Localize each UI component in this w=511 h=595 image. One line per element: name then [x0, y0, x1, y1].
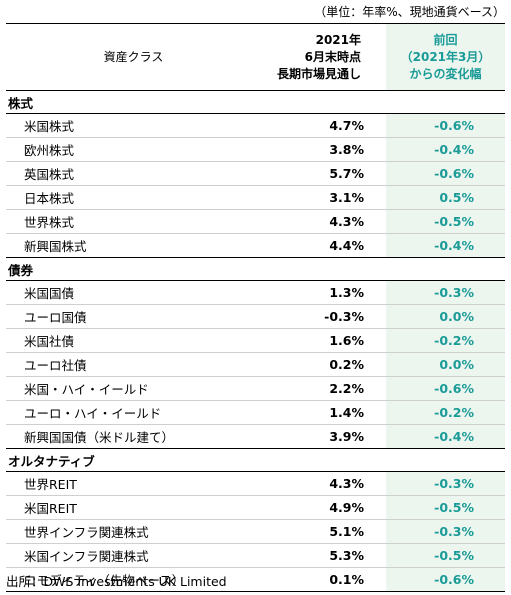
- change-value: -0.2%: [386, 400, 505, 425]
- asset-name: 欧州株式: [6, 137, 261, 162]
- table-row: 米国・ハイ・イールド 2.2% -0.6%: [6, 376, 505, 401]
- change-value: 0.0%: [386, 352, 505, 377]
- section-header: オルタナティブ: [6, 448, 505, 472]
- asset-name: 世界インフラ関連株式: [6, 519, 261, 544]
- projection-value: 4.9%: [261, 495, 386, 520]
- projection-value: 3.9%: [261, 424, 386, 449]
- section-name: 債券: [6, 257, 505, 281]
- projection-value: 3.8%: [261, 137, 386, 162]
- asset-name: 英国株式: [6, 161, 261, 186]
- projection-value: 2.2%: [261, 376, 386, 401]
- projection-value: 1.4%: [261, 400, 386, 425]
- asset-name: コモディティ（先物ベース）: [6, 567, 261, 592]
- projection-value: 0.1%: [261, 567, 386, 592]
- table-row: 世界インフラ関連株式 5.1% -0.3%: [6, 519, 505, 544]
- projection-value: 5.7%: [261, 161, 386, 186]
- asset-name: 米国株式: [6, 113, 261, 138]
- projection-value: 4.3%: [261, 471, 386, 496]
- projection-value: 4.4%: [261, 233, 386, 258]
- change-value: -0.5%: [386, 209, 505, 234]
- change-value: -0.5%: [386, 543, 505, 568]
- table-row: 米国株式 4.7% -0.6%: [6, 113, 505, 138]
- change-value: -0.4%: [386, 424, 505, 449]
- table-row: 英国株式 5.7% -0.6%: [6, 161, 505, 186]
- table-row: 米国社債 1.6% -0.2%: [6, 328, 505, 353]
- asset-name: ユーロ国債: [6, 304, 261, 329]
- section-name: 株式: [6, 90, 505, 114]
- outlook-table: 資産クラス 2021年 6月末時点 長期市場見通し 前回 （2021年3月） か…: [6, 23, 505, 592]
- asset-name: 世界株式: [6, 209, 261, 234]
- table-row: 欧州株式 3.8% -0.4%: [6, 137, 505, 162]
- projection-value: 5.3%: [261, 543, 386, 568]
- asset-name: 日本株式: [6, 185, 261, 210]
- header-change-line: からの変化幅: [409, 66, 482, 81]
- header-projection-line: 2021年: [315, 32, 361, 47]
- table-header: 資産クラス 2021年 6月末時点 長期市場見通し 前回 （2021年3月） か…: [6, 23, 505, 91]
- change-value: -0.6%: [386, 113, 505, 138]
- header-projection-line: 6月末時点: [304, 49, 361, 64]
- projection-value: 1.6%: [261, 328, 386, 353]
- asset-name: 米国・ハイ・イールド: [6, 376, 261, 401]
- table-row: 日本株式 3.1% 0.5%: [6, 185, 505, 210]
- header-change: 前回 （2021年3月） からの変化幅: [386, 23, 505, 91]
- projection-value: 5.1%: [261, 519, 386, 544]
- change-value: 0.5%: [386, 185, 505, 210]
- asset-name: 世界REIT: [6, 471, 261, 496]
- asset-name: 米国REIT: [6, 495, 261, 520]
- table-row: 世界REIT 4.3% -0.3%: [6, 471, 505, 496]
- header-projection-line: 長期市場見通し: [276, 66, 361, 81]
- asset-name: 米国インフラ関連株式: [6, 543, 261, 568]
- asset-name: 新興国国債（米ドル建て）: [6, 424, 261, 449]
- source-note: 出所：DWS Investments UK Limited: [6, 574, 227, 589]
- table-row: ユーロ社債 0.2% 0.0%: [6, 352, 505, 377]
- section-header: 債券: [6, 257, 505, 281]
- projection-value: 4.3%: [261, 209, 386, 234]
- change-value: -0.6%: [386, 567, 505, 592]
- asset-name: ユーロ・ハイ・イールド: [6, 400, 261, 425]
- projection-value: 3.1%: [261, 185, 386, 210]
- change-value: 0.0%: [386, 304, 505, 329]
- change-value: -0.3%: [386, 471, 505, 496]
- table-row: 米国インフラ関連株式 5.3% -0.5%: [6, 543, 505, 568]
- asset-name: 新興国株式: [6, 233, 261, 258]
- change-value: -0.6%: [386, 376, 505, 401]
- change-value: -0.4%: [386, 233, 505, 258]
- projection-value: 1.3%: [261, 280, 386, 305]
- projection-value: 4.7%: [261, 113, 386, 138]
- table-row: 米国REIT 4.9% -0.5%: [6, 495, 505, 520]
- table-row: ユーロ国債 -0.3% 0.0%: [6, 304, 505, 329]
- table-body: 株式 米国株式 4.7% -0.6% 欧州株式 3.8% -0.4% 英国株式 5.7% -0.6…: [6, 90, 505, 592]
- table-row: 新興国国債（米ドル建て） 3.9% -0.4%: [6, 424, 505, 449]
- change-value: -0.5%: [386, 495, 505, 520]
- change-value: -0.2%: [386, 328, 505, 353]
- projection-value: 0.2%: [261, 352, 386, 377]
- header-asset-class: 資産クラス: [6, 23, 261, 91]
- asset-name: ユーロ社債: [6, 352, 261, 377]
- table-row: ユーロ・ハイ・イールド 1.4% -0.2%: [6, 400, 505, 425]
- table-row: 世界株式 4.3% -0.5%: [6, 209, 505, 234]
- change-value: -0.3%: [386, 519, 505, 544]
- change-value: -0.4%: [386, 137, 505, 162]
- asset-name: 米国国債: [6, 280, 261, 305]
- asset-name: 米国社債: [6, 328, 261, 353]
- unit-note: （単位：年率%、現地通貨ベース）: [314, 5, 505, 19]
- change-value: -0.3%: [386, 280, 505, 305]
- header-change-line: 前回: [433, 32, 458, 47]
- header-projection: 2021年 6月末時点 長期市場見通し: [261, 23, 386, 91]
- projection-value: -0.3%: [261, 304, 386, 329]
- change-value: -0.6%: [386, 161, 505, 186]
- header-change-line: （2021年3月）: [400, 49, 491, 64]
- section-name: オルタナティブ: [6, 448, 505, 472]
- table-row: 米国国債 1.3% -0.3%: [6, 280, 505, 305]
- table-row: 新興国株式 4.4% -0.4%: [6, 233, 505, 258]
- table-row: コモディティ（先物ベース） 0.1% -0.6%: [6, 567, 505, 592]
- section-header: 株式: [6, 90, 505, 114]
